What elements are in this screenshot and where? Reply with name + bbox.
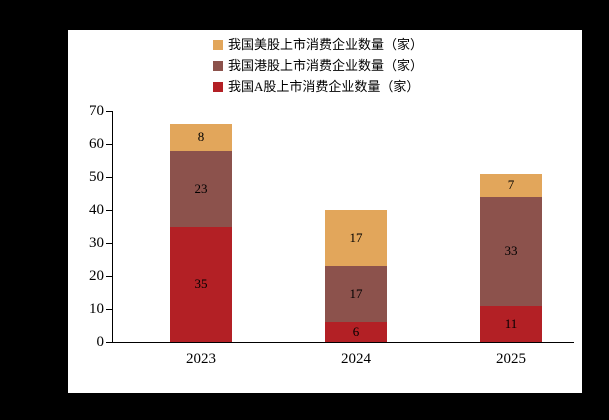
y-axis-tick-mark [106,242,112,244]
value-label: 33 [504,243,518,259]
y-axis-tick-label: 70 [89,103,104,119]
y-axis-tick-label: 30 [89,235,104,251]
y-axis-tick-mark [106,275,112,277]
bar-segment: 33 [480,196,542,306]
value-label: 23 [194,180,208,196]
plot-area: 0 10 20 30 40 50 60 70 35 23 8 2023 6 17 17 2024 11 33 7 20… [89,103,574,367]
y-axis-tick-mark [106,341,112,343]
y-axis-tick-label: 50 [89,169,104,185]
y-axis-tick-label: 60 [89,136,104,152]
bar-segment: 17 [325,266,387,323]
bar-segment: 7 [480,173,542,197]
bar-segment: 35 [170,226,232,342]
x-axis-label: 2024 [341,351,371,367]
y-axis-tick-label: 40 [89,202,104,218]
legend-item: 我国港股上市消费企业数量（家） [213,57,423,74]
y-axis-tick-mark [106,209,112,211]
y-axis-tick-label: 20 [89,268,104,284]
value-label: 7 [507,177,515,193]
legend-item: 我国美股上市消费企业数量（家） [213,36,423,53]
legend-swatch [213,39,223,50]
x-axis-label: 2023 [186,351,216,367]
bar-2023: 35 23 8 [170,124,232,342]
bar-segment: 23 [170,150,232,227]
value-label: 8 [197,129,205,145]
bar-2025: 11 33 7 [480,173,542,342]
legend-label: 我国A股上市消费企业数量（家） [228,79,420,94]
bar-segment: 8 [170,124,232,151]
legend-label: 我国港股上市消费企业数量（家） [228,58,424,73]
bar-segment: 6 [325,322,387,342]
x-axis-label: 2025 [496,351,526,367]
bar-segment: 11 [480,305,542,342]
y-axis-tick-mark [106,143,112,145]
chart-area: 我国美股上市消费企业数量（家） 我国港股上市消费企业数量（家） 我国A股上市消费企业… [68,30,582,393]
value-label: 17 [349,230,363,246]
y-axis-tick-label: 10 [89,301,104,317]
value-label: 17 [349,286,363,302]
legend-swatch [213,81,223,92]
legend-item: 我国A股上市消费企业数量（家） [213,78,423,95]
bar-2024: 6 17 17 [325,210,387,342]
legend-label: 我国美股上市消费企业数量（家） [228,37,424,52]
y-axis-tick-label: 0 [96,334,105,350]
legend: 我国美股上市消费企业数量（家） 我国港股上市消费企业数量（家） 我国A股上市消费企业… [213,36,423,95]
value-label: 6 [352,324,360,340]
bar-segment: 17 [325,210,387,267]
legend-swatch [213,60,223,71]
y-axis-tick-mark [106,110,112,112]
value-label: 35 [194,276,208,292]
y-axis-tick-mark [106,308,112,310]
value-label: 11 [504,315,518,331]
y-axis-tick-mark [106,176,112,178]
